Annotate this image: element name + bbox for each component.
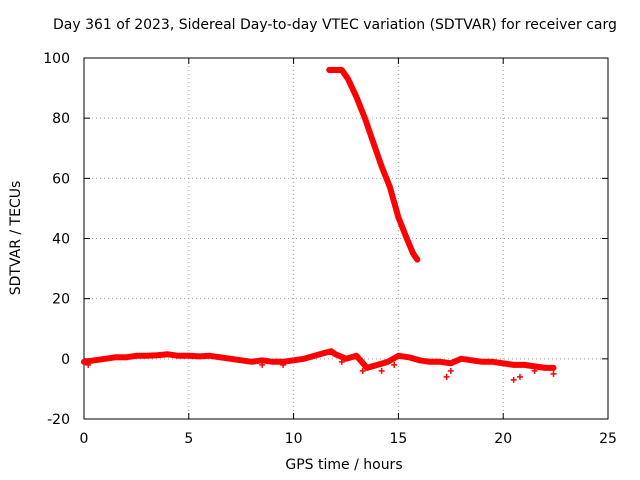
y-tick-label: -20 xyxy=(47,412,70,428)
y-tick-label: 60 xyxy=(52,171,70,187)
x-tick-label: 5 xyxy=(184,431,193,447)
data-point xyxy=(378,367,385,374)
x-tick-label: 15 xyxy=(389,431,407,447)
y-tick-label: 80 xyxy=(52,111,70,127)
y-tick-label: 40 xyxy=(52,232,70,248)
x-axis-label: GPS time / hours xyxy=(285,457,403,473)
data-point xyxy=(280,361,287,368)
y-tick-label: 0 xyxy=(61,352,70,368)
y-tick-label: 20 xyxy=(52,292,70,308)
data-point xyxy=(531,367,538,374)
data-point xyxy=(85,361,92,368)
data-series xyxy=(326,67,421,263)
y-axis-label: SDTVAR / TECUs xyxy=(8,180,24,296)
data-point xyxy=(447,367,454,374)
grid-lines xyxy=(84,58,608,419)
x-tick-label: 10 xyxy=(285,431,303,447)
data-point xyxy=(259,361,266,368)
data-point xyxy=(510,376,517,383)
data-point xyxy=(443,373,450,380)
data-point xyxy=(391,361,398,368)
x-tick-label: 0 xyxy=(80,431,89,447)
data-point xyxy=(359,367,366,374)
y-tick-label: 100 xyxy=(43,51,70,67)
chart-title: Day 361 of 2023, Sidereal Day-to-day VTE… xyxy=(53,17,617,33)
axis-ticks: 0 5 10 15 20 25 -20 0 20 40 60 80 100 xyxy=(43,51,617,447)
data-points xyxy=(81,67,557,383)
x-tick-label: 25 xyxy=(599,431,617,447)
data-series xyxy=(81,348,557,371)
data-point xyxy=(338,358,345,365)
data-point xyxy=(550,370,557,377)
x-tick-label: 20 xyxy=(494,431,512,447)
data-point xyxy=(516,373,523,380)
